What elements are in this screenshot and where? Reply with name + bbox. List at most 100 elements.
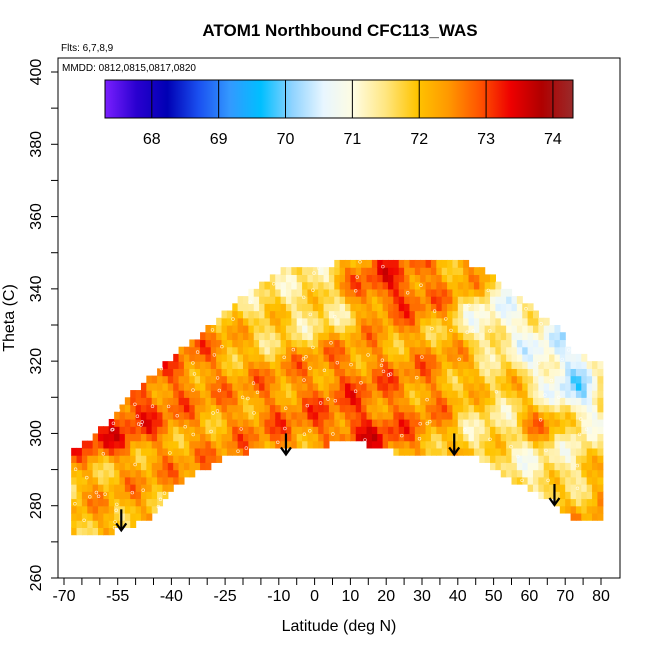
heatmap-cell [189,382,196,391]
heatmap-cell [221,310,228,319]
heatmap-cell [355,259,362,268]
heatmap-cell [463,397,470,406]
sample-marker [349,362,353,367]
heatmap-cell [355,346,362,355]
heatmap-cell [216,332,223,341]
heatmap-cell [339,325,346,333]
heatmap-cell [592,361,599,369]
heatmap-cell [280,418,287,427]
heatmap-cell [205,397,212,406]
heatmap-cell [543,469,550,478]
heatmap-cell [420,317,427,326]
heatmap-cell [409,411,416,420]
heatmap-cell [361,317,368,326]
heatmap-cell [339,339,346,348]
heatmap-cell [275,368,282,377]
heatmap-cell [108,520,115,528]
heatmap-cell [216,418,223,427]
heatmap-cell [586,476,593,485]
heatmap-cell [597,512,604,521]
heatmap-cell [253,397,260,406]
heatmap-cell [345,390,351,398]
heatmap-cell [516,390,523,398]
heatmap-cell [71,505,78,514]
heatmap-cell [269,346,276,355]
heatmap-cell [264,296,271,304]
heatmap-cell [108,447,115,456]
heatmap-cell [210,353,217,362]
heatmap-cell [538,397,545,406]
heatmap-cell [425,404,432,413]
heatmap-cell [398,426,405,435]
heatmap-cell [382,361,389,369]
sample-marker [575,463,579,468]
heatmap-cell [248,317,255,326]
heatmap-cell [441,353,448,362]
heatmap-cell [570,469,577,478]
heatmap-cell [296,368,303,377]
heatmap-cell [420,440,427,449]
heatmap-cell [87,527,94,536]
heatmap-cell [479,411,486,420]
heatmap-cell [275,353,282,362]
heatmap-cell [334,325,341,333]
heatmap-cell [146,469,153,478]
heatmap-cell [205,361,212,369]
heatmap-cell [468,411,475,420]
heatmap-cell [522,390,529,398]
heatmap-cell [441,368,448,377]
heatmap-cell [302,411,309,420]
y-tick-label: 260 [28,565,45,592]
heatmap-cell [200,382,207,391]
heatmap-cell [334,281,341,290]
heatmap-cell [167,418,174,427]
heatmap-cell [307,411,314,420]
heatmap-cell [500,447,507,456]
heatmap-cell [108,512,115,521]
heatmap-cell [430,296,437,304]
heatmap-cell [253,382,260,391]
heatmap-cell [280,397,287,406]
heatmap-cell [350,310,357,319]
heatmap-cell [243,404,249,413]
heatmap-cell [350,303,357,312]
heatmap-cell [495,296,502,304]
heatmap-cell [484,303,491,312]
heatmap-cell [334,433,341,442]
heatmap-cell [275,303,282,312]
heatmap-cell [387,259,394,268]
heatmap-cell [420,259,427,268]
heatmap-cell [312,375,319,384]
heatmap-cell [103,527,110,536]
heatmap-cell [581,469,588,478]
heatmap-cell [554,404,561,413]
heatmap-cell [237,353,244,362]
heatmap-cell [243,325,249,333]
heatmap-cell [285,382,292,391]
sample-marker [544,448,548,453]
heatmap-cell [522,455,529,463]
heatmap-cell [157,491,164,500]
heatmap-cell [92,447,99,456]
heatmap-cell [339,411,346,420]
heatmap-cell [420,346,427,355]
heatmap-cell [237,440,244,449]
heatmap-cell [425,390,432,398]
heatmap-cell [393,339,400,348]
heatmap-cell [538,332,545,341]
sample-marker [509,444,513,449]
heatmap-cell [414,303,421,312]
heatmap-cell [468,440,475,449]
heatmap-cell [393,375,400,384]
heatmap-cell [124,404,131,413]
heatmap-cell [312,310,319,319]
heatmap-cell [119,505,126,514]
heatmap-cell [350,296,357,304]
heatmap-cell [527,353,534,362]
heatmap-cell [146,455,153,463]
heatmap-cell [490,390,496,398]
heatmap-cell [447,361,454,369]
heatmap-cell [586,505,593,514]
heatmap-cell [457,296,464,304]
heatmap-cell [366,310,373,319]
